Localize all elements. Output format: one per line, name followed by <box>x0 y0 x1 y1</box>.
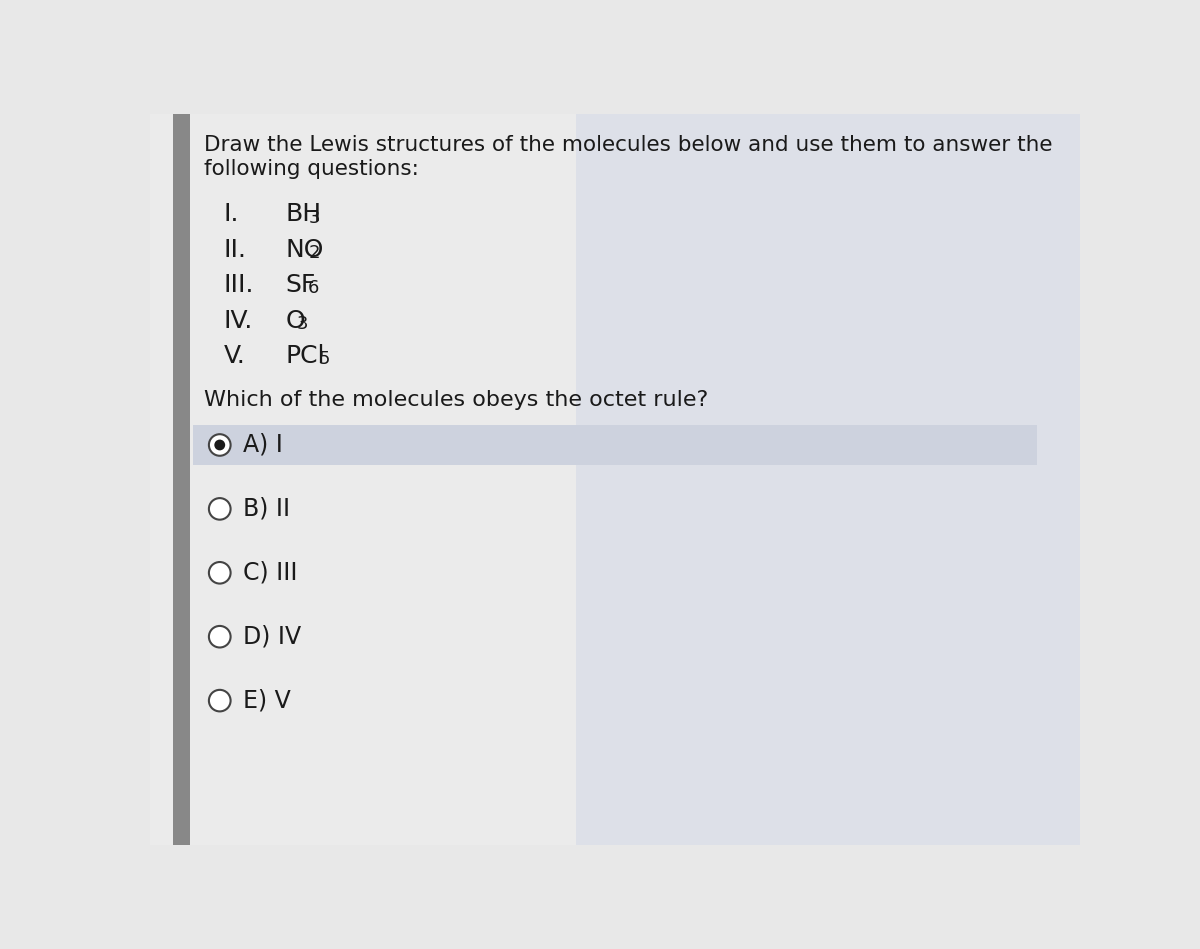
Text: NO: NO <box>286 238 324 262</box>
Circle shape <box>209 690 230 712</box>
Text: SF: SF <box>286 273 316 297</box>
Text: Which of the molecules obeys the octet rule?: Which of the molecules obeys the octet r… <box>204 389 708 410</box>
Text: 3: 3 <box>308 209 320 227</box>
Text: O: O <box>286 308 305 333</box>
Text: V.: V. <box>223 344 246 368</box>
Text: PCl: PCl <box>286 344 325 368</box>
Text: IV.: IV. <box>223 308 253 333</box>
Text: B) II: B) II <box>242 497 290 521</box>
Text: 6: 6 <box>307 279 319 297</box>
Polygon shape <box>173 114 191 845</box>
Circle shape <box>209 498 230 520</box>
Text: E) V: E) V <box>242 689 290 713</box>
Text: III.: III. <box>223 273 254 297</box>
Bar <box>193 425 1037 465</box>
Bar <box>576 114 1080 845</box>
Text: 2: 2 <box>308 244 320 262</box>
Text: 3: 3 <box>296 315 308 333</box>
Bar <box>150 114 576 845</box>
Circle shape <box>209 435 230 456</box>
Text: BH: BH <box>286 202 322 227</box>
Text: II.: II. <box>223 238 247 262</box>
Text: C) III: C) III <box>242 561 298 585</box>
Text: D) IV: D) IV <box>242 624 301 649</box>
Circle shape <box>209 562 230 584</box>
Text: 5: 5 <box>318 350 330 368</box>
Circle shape <box>209 626 230 647</box>
Text: following questions:: following questions: <box>204 158 419 178</box>
Text: Draw the Lewis structures of the molecules below and use them to answer the: Draw the Lewis structures of the molecul… <box>204 136 1052 156</box>
Circle shape <box>215 439 226 451</box>
Text: A) I: A) I <box>242 433 283 457</box>
Text: I.: I. <box>223 202 239 227</box>
